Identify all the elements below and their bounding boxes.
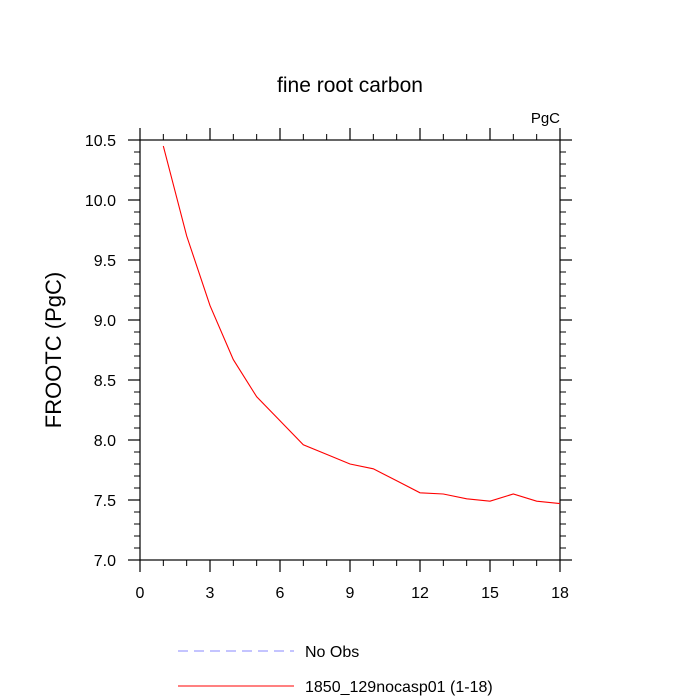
series-line [162, 145, 561, 505]
x-tick-label: 18 [551, 585, 569, 602]
y-tick-label: 8.0 [94, 433, 116, 450]
y-tick-label: 8.5 [94, 373, 116, 390]
x-tick-label: 15 [481, 585, 499, 602]
axis-tick-labels: 0 3 6 9 12 15 18 7.0 7.5 8.0 8.5 9.0 9.5 10.0 10.5 [85, 133, 569, 602]
y-tick-label: 7.5 [94, 493, 116, 510]
x-tick-label: 12 [411, 585, 429, 602]
units-label: PgC [531, 110, 560, 127]
axis-ticks [128, 128, 572, 572]
y-tick-label: 10.0 [85, 193, 116, 210]
y-tick-label: 10.5 [85, 133, 116, 150]
y-axis-label: FROOTC (PgC) [41, 272, 66, 428]
legend-label: 1850_129nocasp01 (1-18) [305, 679, 493, 696]
x-tick-label: 9 [346, 585, 355, 602]
y-tick-label: 9.5 [94, 253, 116, 270]
legend: No Obs 1850_129nocasp01 (1-18) [178, 644, 493, 696]
x-tick-label: 3 [206, 585, 215, 602]
plot-frame [139, 139, 561, 561]
x-tick-label: 6 [276, 585, 285, 602]
y-tick-label: 7.0 [94, 553, 116, 570]
legend-label: No Obs [305, 644, 359, 661]
chart-title: fine root carbon [277, 74, 423, 97]
data-series [162, 145, 561, 505]
y-tick-label: 9.0 [94, 313, 116, 330]
x-tick-label: 0 [136, 585, 145, 602]
